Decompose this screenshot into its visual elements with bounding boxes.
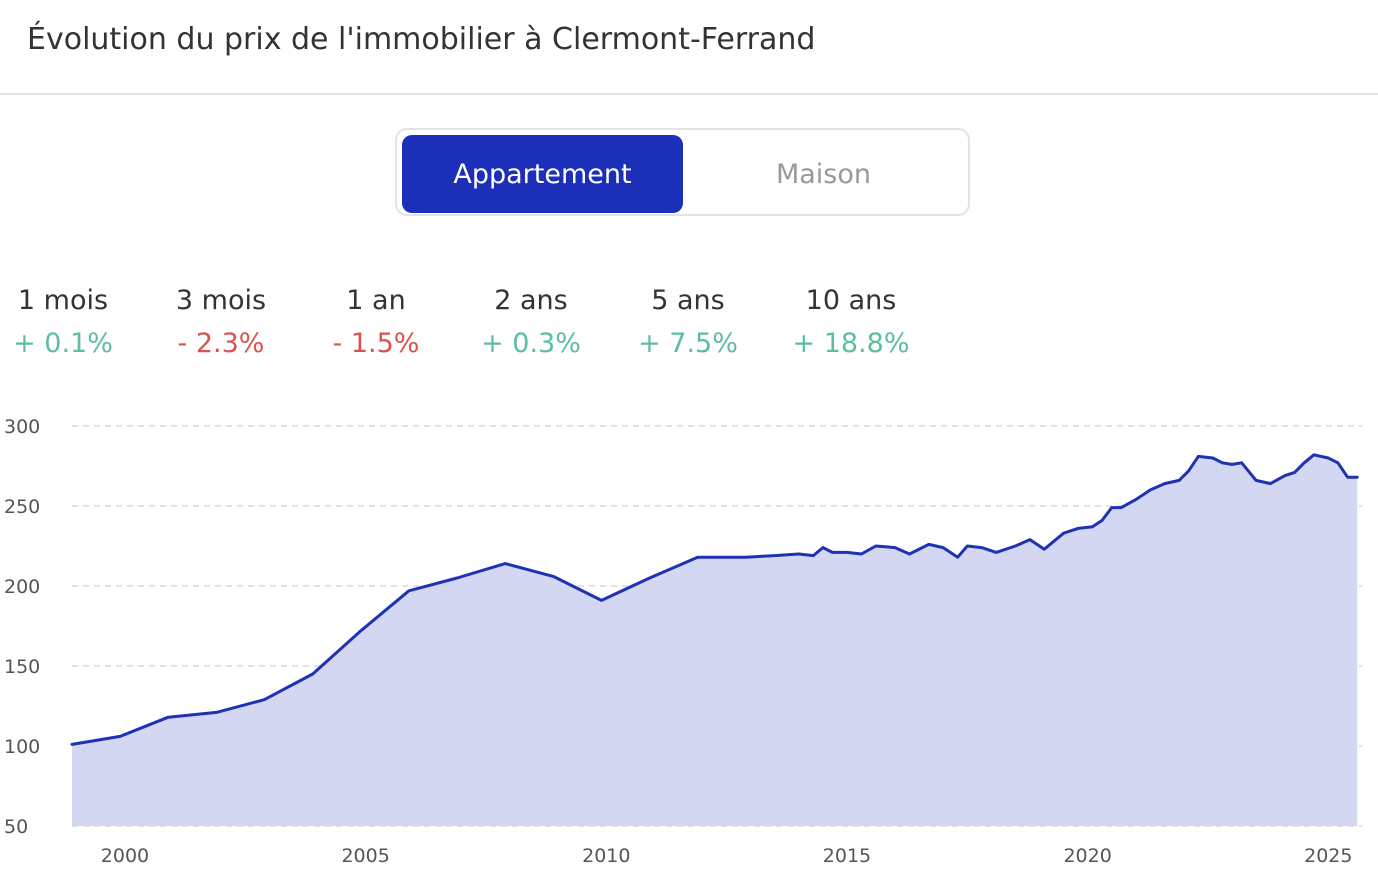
y-tick-label: 250 xyxy=(4,496,40,518)
y-tick-label: 200 xyxy=(4,576,40,598)
stat-period: 3 mois xyxy=(175,285,267,316)
stat: 1 an - 1.5% xyxy=(286,285,466,359)
y-tick-label: 150 xyxy=(4,656,40,678)
stat-change: + 18.8% xyxy=(792,328,910,359)
stat: 10 ans + 18.8% xyxy=(761,285,941,359)
stat-period: 10 ans xyxy=(805,285,897,316)
stat-period: 1 an xyxy=(346,285,406,316)
tab-button[interactable]: Appartement xyxy=(402,135,683,213)
area-fill xyxy=(72,454,1358,826)
stat-change: - 2.3% xyxy=(177,328,265,359)
stat: 5 ans + 7.5% xyxy=(598,285,778,359)
y-tick-label: 50 xyxy=(4,816,28,838)
x-tick-label: 2005 xyxy=(341,845,389,867)
stats: 1 mois + 0.1% 3 mois - 2.3% 1 an - 1.5% 2 ans +… xyxy=(0,285,1378,375)
page-title: Évolution du prix de l'immobilier à Cler… xyxy=(27,22,816,57)
stat: 2 ans + 0.3% xyxy=(441,285,621,359)
price-line xyxy=(70,453,1359,746)
stat-change: + 0.1% xyxy=(13,328,113,359)
x-tick-label: 2020 xyxy=(1063,845,1111,867)
stat-change: + 0.3% xyxy=(481,328,581,359)
type-toggle: Appartement Maison xyxy=(395,128,970,216)
y-tick-label: 100 xyxy=(4,736,40,758)
stat-period: 1 mois xyxy=(17,285,109,316)
x-tick-label: 2010 xyxy=(582,845,630,867)
tab-button[interactable]: Maison xyxy=(775,158,872,190)
stat-period: 5 ans xyxy=(651,285,725,316)
stat: 3 mois - 2.3% xyxy=(131,285,311,359)
stat-period: 2 ans xyxy=(494,285,568,316)
divider xyxy=(0,93,1378,95)
stat: 1 mois + 0.1% xyxy=(0,285,153,359)
x-tick-label: 2025 xyxy=(1304,845,1352,867)
x-tick-label: 2000 xyxy=(101,845,149,867)
stat-change: + 7.5% xyxy=(638,328,738,359)
x-tick-label: 2015 xyxy=(823,845,871,867)
stat-change: - 1.5% xyxy=(332,328,420,359)
y-tick-label: 300 xyxy=(4,416,40,438)
